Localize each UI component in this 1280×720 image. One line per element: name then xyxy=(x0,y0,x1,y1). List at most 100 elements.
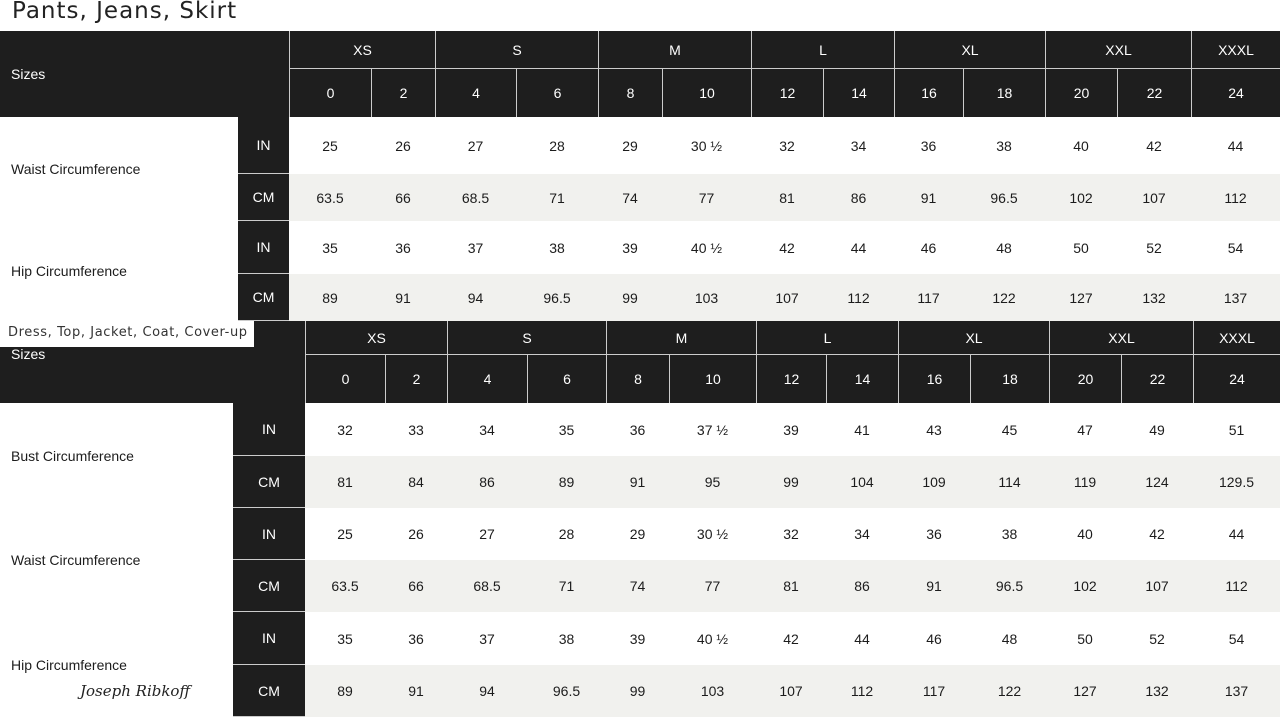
size-value-cell: 91 xyxy=(385,665,447,717)
size-value-cell: 112 xyxy=(1191,174,1280,221)
size-value-cell: 50 xyxy=(1049,612,1121,665)
pants-chart-title: Pants, Jeans, Skirt xyxy=(12,0,238,24)
size-value-cell: 36 xyxy=(385,612,447,665)
size-value-cell: 36 xyxy=(371,221,435,274)
size-value-cell: 63.5 xyxy=(289,174,371,221)
size-value-cell: 44 xyxy=(1191,117,1280,174)
size-value-cell: 51 xyxy=(1193,403,1280,456)
size-value-cell: 95 xyxy=(669,456,756,508)
size-number-header: 14 xyxy=(823,69,894,117)
measure-label: Bust Circumference xyxy=(0,403,233,508)
size-value-cell: 33 xyxy=(385,403,447,456)
size-value-cell: 77 xyxy=(662,174,751,221)
size-value-cell: 81 xyxy=(756,560,826,612)
size-value-cell: 41 xyxy=(826,403,898,456)
size-group-header: M xyxy=(606,321,756,355)
size-value-cell: 42 xyxy=(751,221,823,274)
size-value-cell: 86 xyxy=(447,456,527,508)
size-value-cell: 39 xyxy=(598,221,662,274)
size-group-header: L xyxy=(751,31,894,69)
unit-label: CM xyxy=(233,456,305,508)
unit-label: CM xyxy=(238,274,289,321)
size-value-cell: 36 xyxy=(606,403,669,456)
size-value-cell: 40 ½ xyxy=(662,221,751,274)
size-value-cell: 29 xyxy=(606,508,669,560)
size-value-cell: 40 xyxy=(1049,508,1121,560)
size-value-cell: 127 xyxy=(1049,665,1121,717)
size-value-cell: 35 xyxy=(305,612,385,665)
size-number-header: 22 xyxy=(1117,69,1191,117)
size-value-cell: 81 xyxy=(751,174,823,221)
size-number-header: 14 xyxy=(826,355,898,403)
unit-label: CM xyxy=(233,665,305,717)
size-value-cell: 36 xyxy=(898,508,970,560)
size-number-header: 24 xyxy=(1191,69,1280,117)
size-value-cell: 122 xyxy=(963,274,1045,321)
size-value-cell: 96.5 xyxy=(527,665,606,717)
size-value-cell: 36 xyxy=(894,117,963,174)
size-value-cell: 40 ½ xyxy=(669,612,756,665)
size-value-cell: 112 xyxy=(826,665,898,717)
size-value-cell: 91 xyxy=(898,560,970,612)
size-value-cell: 94 xyxy=(435,274,516,321)
size-number-header: 4 xyxy=(447,355,527,403)
size-number-header: 16 xyxy=(894,69,963,117)
size-value-cell: 77 xyxy=(669,560,756,612)
size-value-cell: 109 xyxy=(898,456,970,508)
size-number-header: 12 xyxy=(756,355,826,403)
size-value-cell: 42 xyxy=(756,612,826,665)
size-number-header: 24 xyxy=(1193,355,1280,403)
size-value-cell: 107 xyxy=(1117,174,1191,221)
size-value-cell: 28 xyxy=(516,117,598,174)
size-value-cell: 38 xyxy=(963,117,1045,174)
unit-label: IN xyxy=(233,612,305,665)
size-group-header: XS xyxy=(289,31,435,69)
size-value-cell: 44 xyxy=(826,612,898,665)
size-value-cell: 104 xyxy=(826,456,898,508)
size-value-cell: 38 xyxy=(970,508,1049,560)
size-value-cell: 66 xyxy=(385,560,447,612)
dress-chart-title: Dress, Top, Jacket, Coat, Cover-up xyxy=(0,321,254,347)
size-group-header: S xyxy=(447,321,606,355)
size-value-cell: 112 xyxy=(1193,560,1280,612)
size-number-header: 22 xyxy=(1121,355,1193,403)
size-value-cell: 44 xyxy=(1193,508,1280,560)
size-group-header: XXL xyxy=(1045,31,1191,69)
size-value-cell: 81 xyxy=(305,456,385,508)
size-group-header: XL xyxy=(894,31,1045,69)
size-number-header: 20 xyxy=(1049,355,1121,403)
size-group-header: XXXL xyxy=(1191,31,1280,69)
size-value-cell: 26 xyxy=(385,508,447,560)
unit-label: IN xyxy=(233,403,305,456)
size-value-cell: 38 xyxy=(516,221,598,274)
size-value-cell: 127 xyxy=(1045,274,1117,321)
unit-label: IN xyxy=(238,221,289,274)
size-value-cell: 63.5 xyxy=(305,560,385,612)
size-value-cell: 39 xyxy=(756,403,826,456)
size-value-cell: 137 xyxy=(1193,665,1280,717)
size-value-cell: 52 xyxy=(1121,612,1193,665)
size-group-header: XXL xyxy=(1049,321,1193,355)
size-value-cell: 25 xyxy=(305,508,385,560)
size-value-cell: 91 xyxy=(606,456,669,508)
size-value-cell: 84 xyxy=(385,456,447,508)
size-value-cell: 89 xyxy=(289,274,371,321)
size-value-cell: 94 xyxy=(447,665,527,717)
size-value-cell: 32 xyxy=(305,403,385,456)
size-value-cell: 124 xyxy=(1121,456,1193,508)
sizes-header-label: Sizes xyxy=(0,31,289,117)
size-value-cell: 52 xyxy=(1117,221,1191,274)
size-value-cell: 107 xyxy=(756,665,826,717)
size-value-cell: 27 xyxy=(435,117,516,174)
size-value-cell: 25 xyxy=(289,117,371,174)
measure-label: Hip Circumference xyxy=(0,221,238,321)
size-value-cell: 44 xyxy=(823,221,894,274)
size-value-cell: 103 xyxy=(669,665,756,717)
size-value-cell: 89 xyxy=(305,665,385,717)
size-value-cell: 66 xyxy=(371,174,435,221)
size-number-header: 6 xyxy=(516,69,598,117)
size-value-cell: 117 xyxy=(898,665,970,717)
size-value-cell: 99 xyxy=(606,665,669,717)
size-value-cell: 32 xyxy=(751,117,823,174)
size-value-cell: 96.5 xyxy=(516,274,598,321)
